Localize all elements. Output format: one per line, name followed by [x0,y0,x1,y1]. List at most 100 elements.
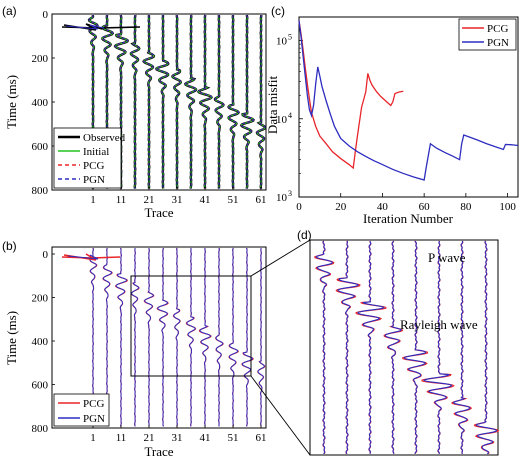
panel-c-xlabel: Iteration Number [363,211,454,226]
panel-b-trace-56-pgn [241,247,254,427]
panel-b-yticks: 0 200 400 600 800 [32,249,55,435]
panel-d-traces [313,240,500,455]
panel-a-ytick-label-600: 600 [32,141,49,153]
panel-d-trace-4-pcg [402,240,428,455]
panel-c-frame [298,16,519,198]
panel-a-letter: (a) [2,4,17,18]
panel-b-source-pgn [67,254,99,260]
panel-a-trace-56-pgn [240,14,255,189]
panel-b-legend-box [53,393,110,427]
panel-b-letter: (b) [2,239,17,253]
panel-b-xtick-label-11: 11 [116,432,127,444]
panel-c-xticks: 0 20 40 60 80 100 [296,193,516,213]
panel-b-ytick-label-0: 0 [43,249,49,261]
annotation-rayleigh-wave: Rayleigh wave [400,317,478,332]
panel-d-trace-1-pcg [335,240,361,455]
zoom-connector-top [250,239,311,277]
panel-c-xtick-label-40: 40 [377,201,389,213]
panel-c-lines [298,20,519,181]
legend-b-pgn-label: PGN [83,413,105,425]
panel-a-ytick-label-800: 800 [32,185,49,197]
panel-a-ytick-label-400: 400 [32,97,49,109]
legend-pgn-label: PGN [83,174,105,186]
panel-c-xtick-label-0: 0 [296,201,302,213]
panel-a-xtick-label-21: 21 [144,194,155,206]
panel-b-zoom-box [130,275,252,377]
panel-a-xtick-label-51: 51 [228,194,239,206]
panel-c-series-pgn [298,20,519,181]
panel-b-xtick-label-41: 41 [200,432,211,444]
panel-d-trace-2-pgn [357,240,385,454]
panel-b-xticks: 1 11 21 31 41 51 61 [90,425,267,444]
panel-c-ytick-exp-1: 4 [288,111,292,120]
panel-c-ytick-exp-0: 3 [288,189,292,198]
panel-a-xtick-label-61: 61 [256,194,267,206]
panel-a-yticks: 0 200 400 600 800 [32,9,55,197]
panel-b-trace-26-pgn [157,247,168,427]
panel-c-xtick-label-20: 20 [335,201,347,213]
panel-b-xtick-label-31: 31 [172,432,183,444]
panel-b-trace-36-pgn [186,247,196,427]
panel-b-ylabel: Time (ms) [4,311,19,365]
panel-d-letter: (d) [297,228,312,242]
panel-b-trace-16-pgn [131,247,140,427]
panel-d-trace-6-pgn [452,240,471,455]
panel-d-trace-0-pgn [315,240,334,455]
legend-observed-label: Observed [83,132,126,144]
panel-d: (d) P wave Rayleigh wave [297,228,500,456]
panel-a-ytick-label-0: 0 [43,9,49,21]
panel-c-xtick-label-80: 80 [460,201,472,213]
panel-d-trace-7-pgn [475,240,498,455]
panel-b-legend: PCG PGN [53,393,110,427]
panel-d-trace-3-pgn [384,240,402,454]
panel-a-trace-31-pcg [172,14,182,189]
panel-b-trace-41-pgn [199,247,212,427]
legend-c-pcg-label: PCG [487,23,508,35]
panel-b-xtick-label-61: 61 [256,432,267,444]
panel-b-ytick-label-800: 800 [32,423,49,435]
panel-c-legend: PCG PGN [458,18,517,51]
panel-b-trace-51-pgn [228,247,239,427]
panel-b-trace-31-pgn [173,247,181,427]
legend-b-pcg-label: PCG [83,398,104,410]
panel-b-xlabel: Trace [144,444,173,459]
panel-b-trace-11-pgn [115,247,128,427]
panel-a-trace-41-pgn [198,14,212,189]
panel-c-ytick-base-1: 10 [276,114,288,126]
panel-b-ytick-label-400: 400 [32,336,49,348]
panel-a-trace-61-pgn [256,14,266,189]
panel-c-xtick-label-60: 60 [419,201,431,213]
panel-d-trace-4-pgn [403,240,427,454]
panel-b-traces [61,247,266,427]
panel-a-xtick-label-1: 1 [90,194,96,206]
zoom-connector-bottom [250,375,311,456]
panel-a-trace-46-pgn [214,14,225,189]
panel-a-trace-26-pgn [155,14,169,189]
legend-initial-label: Initial [83,146,109,158]
panel-c-series-pcg [298,20,404,170]
legend-pcg-label: PCG [83,160,104,172]
panel-a-xtick-label-41: 41 [200,194,211,206]
panel-a-ylabel: Time (ms) [4,75,19,129]
panel-a-xtick-label-31: 31 [172,194,183,206]
panel-b-trace-21-pgn [144,247,154,427]
panel-a-xlabel: Trace [144,205,173,220]
panel-a-trace-11-pgn [114,14,129,189]
panel-c-ytick-base-2: 10 [276,36,288,48]
legend-c-pgn-label: PGN [487,37,509,49]
panel-b-trace-46-pgn [215,247,224,427]
panel-d-frame [309,239,499,456]
panel-c-legend-box [458,18,517,51]
panel-a-source-pgn [65,24,105,30]
panel-c-ytick-exp-2: 5 [288,33,292,42]
panel-c-ylabel: Data misfit [265,76,280,135]
panel-b-frame [51,246,267,429]
panel-a-xtick-label-11: 11 [116,194,127,206]
panel-a-trace-21-pgn [143,14,155,189]
panel-a-ytick-label-200: 200 [32,53,49,65]
